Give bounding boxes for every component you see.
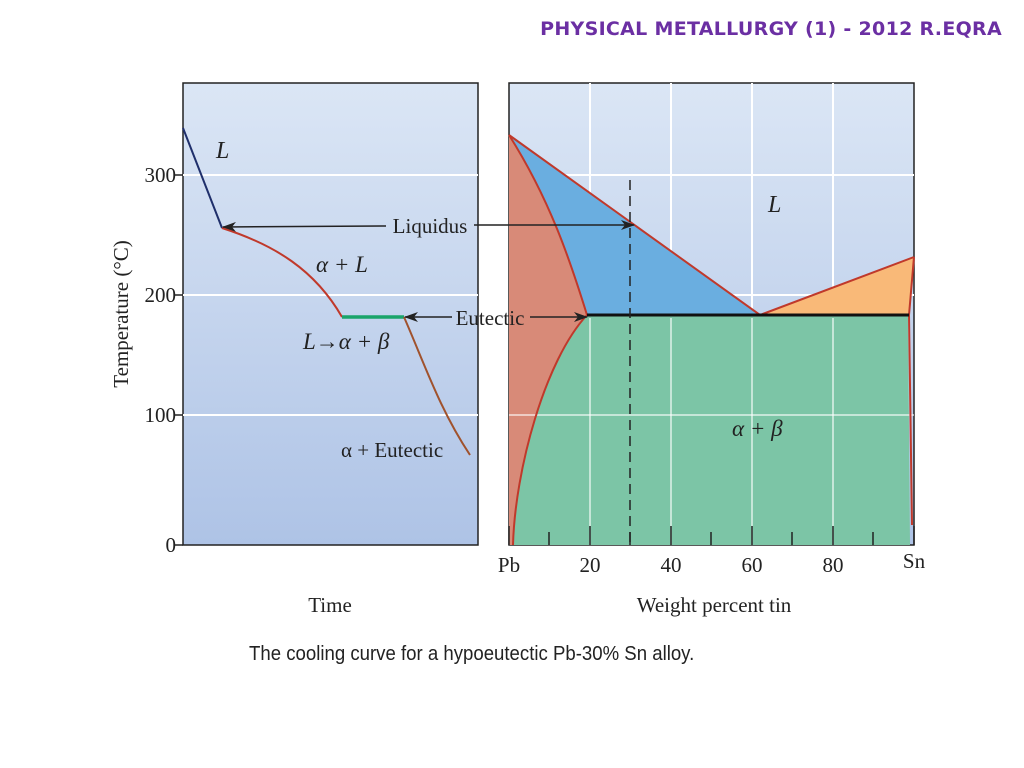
eutectic-connector: Eutectic (404, 306, 588, 330)
x-tick-label-60: 60 (742, 553, 763, 577)
x-axis-label-time: Time (308, 593, 352, 617)
cooling-curve-primary-alpha-segment (221, 227, 343, 318)
label-liquid-right: L (767, 192, 781, 218)
solvus-line-alpha (512, 314, 588, 546)
x-tick-label-20: 20 (580, 553, 601, 577)
phase-diagram-panel: Pb 20 40 60 80 Sn Weight percent tin L α… (498, 82, 926, 617)
y-tick-label-0: 0 (166, 533, 177, 557)
x-tick-label-pb: Pb (498, 553, 520, 577)
region-alpha (509, 135, 587, 545)
liquidus-arrow-label: Liquidus (393, 214, 468, 238)
cooling-curve-background (182, 82, 479, 546)
liquidus-connector: Liquidus (222, 214, 635, 238)
y-tick-label-100: 100 (145, 403, 177, 427)
x-axis-label-weight-percent: Weight percent tin (637, 593, 792, 617)
x-tick-label-sn: Sn (903, 549, 926, 573)
eutectic-arrow-label: Eutectic (456, 306, 525, 330)
y-tick-label-300: 300 (145, 163, 177, 187)
label-alpha-plus-beta: α + β (732, 416, 783, 441)
cooling-curve-liquid-segment (182, 127, 223, 229)
label-liquid-left: L (215, 138, 229, 164)
figure-caption: The cooling curve for a hypoeutectic Pb-… (249, 643, 695, 665)
x-tick-label-40: 40 (661, 553, 682, 577)
label-alpha-plus-eutectic: α + Eutectic (341, 438, 443, 462)
label-alpha-plus-liquid: α + L (316, 252, 368, 277)
solidus-line (508, 134, 588, 316)
label-eutectic-reaction: L→α + β (302, 329, 390, 354)
slide-title: PHYSICAL METALLURGY (1) - 2012 R.EQRA (540, 18, 1002, 40)
region-alpha-plus-beta (513, 315, 910, 545)
x-tick-label-80: 80 (823, 553, 844, 577)
y-axis-label: Temperature (°C) (109, 240, 133, 387)
liquidus-arrow-left (222, 221, 387, 232)
cooling-curve-solid-segment (403, 316, 471, 456)
y-tick-label-200: 200 (145, 283, 177, 307)
cooling-curve-panel: 0 100 200 300 Temperature (°C) Time L α … (109, 82, 479, 617)
